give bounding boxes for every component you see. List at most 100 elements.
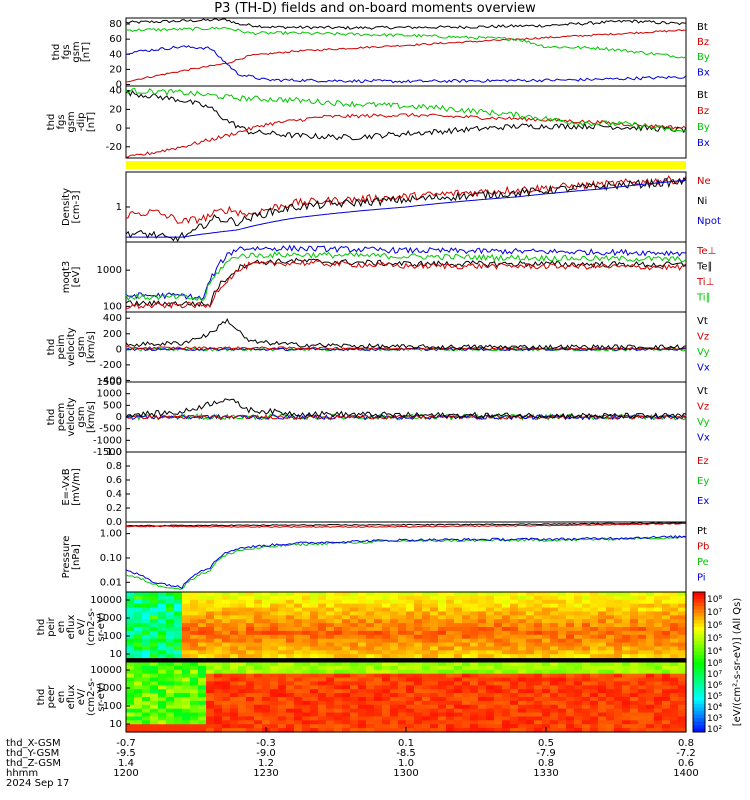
peir_spec-cell [430, 646, 439, 651]
peer_spec-cell [622, 700, 631, 706]
peir_spec-cell [462, 654, 471, 659]
peir_spec-cell [454, 592, 463, 597]
fgs_gse-legend-Bz: Bz [697, 106, 709, 117]
peer_spec-cell [446, 716, 455, 721]
peir_spec-cell [246, 650, 255, 655]
peer_spec-cell [398, 673, 407, 679]
peir_spec-cell [598, 595, 607, 601]
peer_spec-cell [358, 700, 367, 706]
peer_spec-cell [198, 700, 207, 706]
peer_spec-cell [278, 697, 287, 702]
peir_spec-cell [478, 642, 487, 648]
peer_spec-cell [430, 669, 439, 675]
peir_spec-cell [158, 599, 167, 605]
peir_spec-cell [574, 595, 583, 601]
peir_spec-cell [670, 611, 679, 616]
peer_spec-cell [462, 708, 471, 714]
peer_spec-cell [350, 704, 359, 710]
peir_spec-cell [150, 592, 159, 597]
peir_spec-cell [126, 658, 135, 663]
peer_spec-cell [422, 700, 431, 706]
peer_spec-cell [374, 669, 383, 675]
peir_spec-cell [390, 642, 399, 648]
peir_spec-cell [174, 630, 183, 636]
peer_spec-cell [134, 697, 143, 702]
peir_spec-cell [198, 658, 207, 663]
peir_spec-cell [270, 599, 279, 605]
peir_spec-cell [430, 642, 439, 648]
peir_spec-cell [414, 638, 423, 644]
peer_spec-cell [182, 704, 191, 710]
peir_spec-cell [510, 619, 519, 624]
peir_spec-cell [318, 627, 327, 632]
peir_spec-cell [622, 603, 631, 609]
peir_spec-cell [270, 654, 279, 659]
fgs_gsm-ylabel: [nT] [81, 42, 92, 62]
peir_spec-cell [678, 650, 687, 655]
peir_spec-cell [470, 630, 479, 636]
peer_spec-cell [510, 685, 519, 690]
peer_spec-cell [326, 700, 335, 706]
peer_spec-cell [590, 728, 599, 733]
peir_spec-cell [350, 615, 359, 620]
peir_spec-cell [550, 615, 559, 620]
peir_spec-cell [470, 623, 479, 628]
peir_spec-cell [558, 634, 567, 640]
peir_spec-cell [174, 607, 183, 613]
peir_spec-cell [374, 623, 383, 628]
peer_spec-cell [414, 677, 423, 683]
peer_spec-ylabel: sr-eV) [96, 682, 107, 711]
peir_spec-cell [606, 634, 615, 640]
peer_spec-cell [278, 662, 287, 667]
peer_spec-cell [126, 689, 135, 694]
peir_spec-cell [302, 658, 311, 663]
peir_spec-cell [134, 619, 143, 624]
peer_spec-cell [526, 662, 535, 667]
peer_spec-cell [286, 677, 295, 683]
peir_spec-cell [502, 646, 511, 651]
peir_spec-cell [470, 595, 479, 601]
peem_velocity-ytick-label: -1500 [93, 447, 122, 458]
peir_spec-cell [550, 603, 559, 609]
peir_spec-cell [270, 611, 279, 616]
peir_spec-cell [678, 627, 687, 632]
peir_spec-cell [582, 630, 591, 636]
peer_spec-cell [486, 700, 495, 706]
pressure-series-Pe [125, 536, 687, 591]
peir_spec-cell [670, 615, 679, 620]
peer_spec-cell [214, 697, 223, 702]
peer_spec-cell [542, 693, 551, 698]
peer_spec-cell [486, 724, 495, 729]
peer_spec-cell [662, 704, 671, 710]
peir_spec-cell [326, 630, 335, 636]
peir_spec-cell [486, 611, 495, 616]
peir_spec-cell [518, 607, 527, 613]
peir_spec-cell [126, 650, 135, 655]
peer_spec-cell [302, 704, 311, 710]
peem_velocity-ytick-label: 1000 [97, 389, 122, 400]
colorbar-cell [693, 609, 705, 614]
peir_spec-cell [486, 638, 495, 644]
peir_spec-cell [414, 642, 423, 648]
peer_spec-cell [206, 728, 215, 733]
peer_spec-cell [302, 669, 311, 675]
peir_spec-cell [334, 638, 343, 644]
peir_spec-cell [182, 630, 191, 636]
peer_spec-cell [526, 716, 535, 721]
peir_spec-cell [350, 642, 359, 648]
peir_spec-cell [574, 615, 583, 620]
peir_spec-cell [502, 595, 511, 601]
peer_spec-cell [270, 665, 279, 671]
peer_spec-cell [670, 720, 679, 725]
peir_spec-cell [470, 646, 479, 651]
peir_spec-cell [246, 627, 255, 632]
peir_spec-cell [174, 603, 183, 609]
peir_spec-cell [614, 642, 623, 648]
peir_spec-cell [614, 599, 623, 605]
peer_spec-cell [622, 720, 631, 725]
peer_spec-cell [206, 673, 215, 679]
peer_spec-cell [614, 693, 623, 698]
peer_spec-cell [542, 681, 551, 686]
peer_spec-cell [462, 724, 471, 729]
peer_spec-cell [142, 720, 151, 725]
